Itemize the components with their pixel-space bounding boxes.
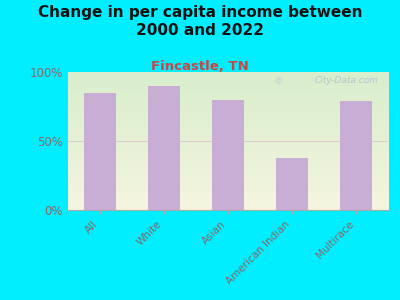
Text: ◎: ◎ [274, 76, 282, 85]
Bar [212, 100, 244, 210]
Text: City-Data.com: City-Data.com [314, 76, 378, 85]
Bar [340, 101, 372, 210]
Bar [276, 158, 308, 210]
Text: Fincastle, TN: Fincastle, TN [151, 60, 249, 73]
Bar [84, 93, 116, 210]
Text: Change in per capita income between
2000 and 2022: Change in per capita income between 2000… [38, 4, 362, 38]
Bar [148, 86, 180, 210]
